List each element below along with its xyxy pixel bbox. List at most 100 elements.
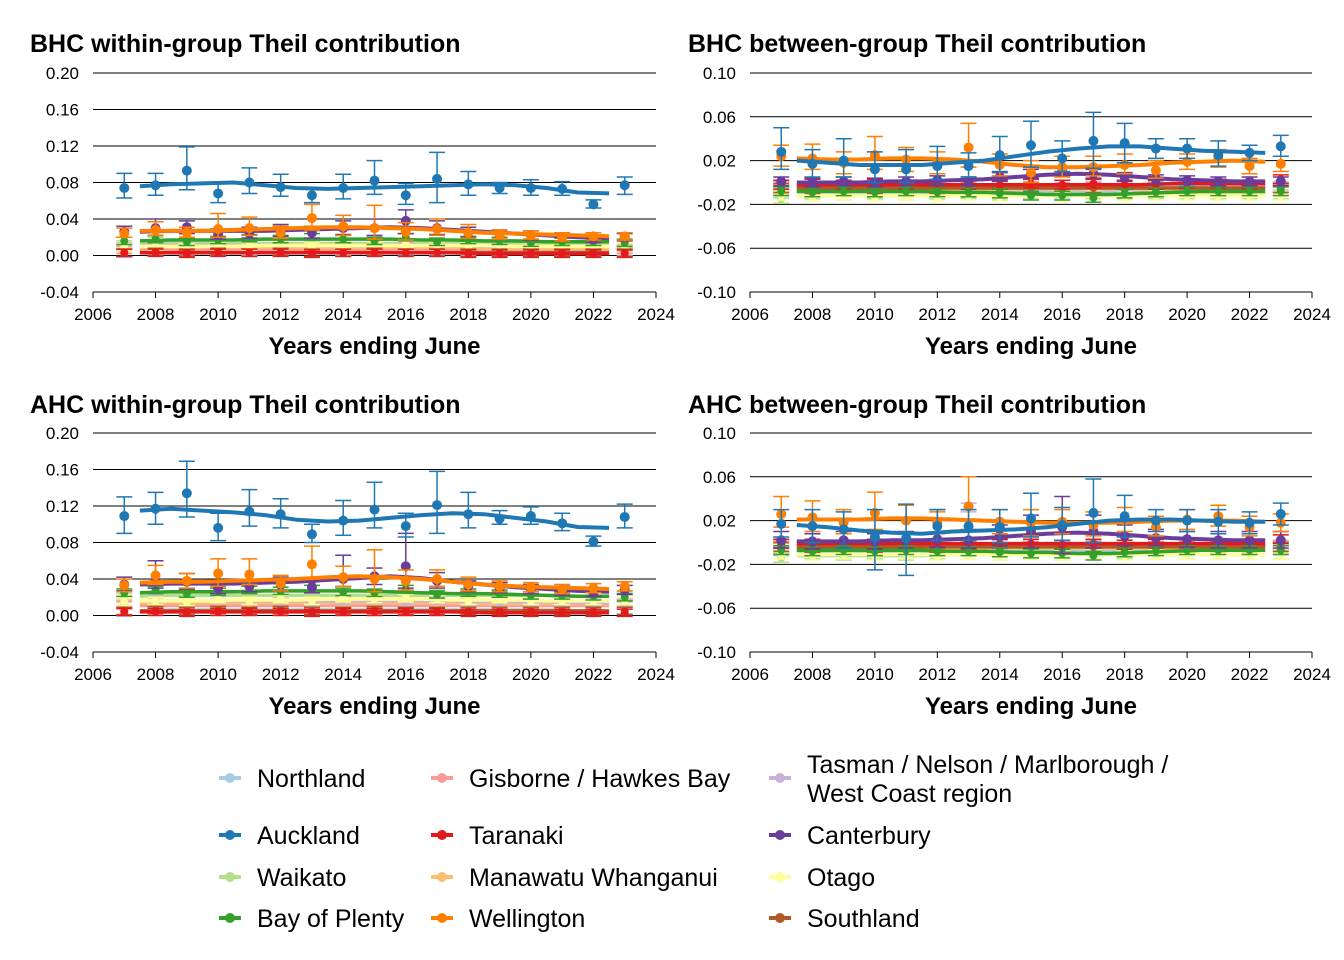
legend-item: Auckland	[219, 822, 360, 850]
legend-key-point	[437, 773, 447, 783]
data-point	[306, 582, 317, 593]
legend-key-point	[437, 872, 447, 882]
data-point	[1182, 515, 1193, 526]
data-point	[464, 596, 473, 605]
legend-key-point	[225, 830, 235, 840]
data-point	[182, 608, 191, 617]
data-point	[1088, 135, 1099, 146]
data-point	[181, 575, 192, 586]
data-point	[1151, 188, 1160, 197]
data-point	[808, 188, 817, 197]
x-tick-label: 2024	[637, 305, 675, 324]
data-point	[588, 231, 599, 242]
data-point	[525, 511, 536, 522]
y-tick-label: 0.08	[46, 534, 79, 553]
y-tick-label: 0.10	[703, 424, 736, 443]
data-point	[182, 237, 191, 246]
x-tick-label: 2016	[1043, 665, 1081, 684]
legend-item: Canterbury	[769, 822, 931, 850]
data-point	[1213, 535, 1224, 546]
data-point	[1182, 175, 1193, 186]
data-point	[1026, 140, 1036, 151]
legend-item: Otago	[769, 864, 875, 892]
data-point	[182, 597, 191, 606]
data-point	[495, 608, 504, 617]
legend-key-point	[775, 872, 785, 882]
legend-label: Manawatu Whanganui	[469, 864, 718, 892]
data-point	[1120, 548, 1129, 557]
data-point	[401, 594, 410, 603]
data-point	[1150, 515, 1161, 526]
data-point	[807, 521, 818, 532]
y-tick-label: -0.06	[697, 599, 736, 618]
panel-title: BHC between-group Theil contribution	[688, 30, 1146, 58]
series-wellington	[116, 203, 633, 243]
data-point	[1119, 511, 1130, 522]
data-point	[1275, 535, 1286, 546]
data-point	[1027, 191, 1035, 200]
data-point	[275, 182, 286, 193]
x-tick-label: 2006	[731, 305, 769, 324]
data-point	[433, 248, 442, 257]
data-point	[214, 595, 223, 604]
data-point	[932, 521, 943, 532]
panel-title: AHC within-group Theil contribution	[30, 391, 460, 419]
data-point	[339, 607, 348, 616]
y-tick-label: -0.02	[697, 195, 736, 214]
data-point	[400, 521, 411, 532]
legend-item: Tasman / Nelson / Marlborough /West Coas…	[769, 751, 1168, 808]
y-tick-label: -0.10	[697, 283, 736, 302]
data-point	[433, 607, 442, 616]
data-point	[495, 249, 504, 258]
data-point	[432, 574, 443, 584]
x-tick-label: 2006	[731, 665, 769, 684]
series-auckland	[773, 111, 1289, 184]
data-point	[777, 187, 786, 196]
data-point	[244, 506, 255, 517]
legend-key-point	[775, 830, 785, 840]
y-tick-label: 0.00	[46, 247, 79, 266]
data-point	[464, 249, 473, 258]
legend-key-point	[437, 913, 447, 923]
data-point	[995, 548, 1004, 557]
x-tick-label: 2012	[262, 305, 300, 324]
data-point	[994, 150, 1005, 161]
data-point	[838, 176, 849, 187]
data-point	[557, 518, 568, 529]
data-point	[620, 608, 629, 617]
data-point	[370, 588, 379, 597]
data-point	[401, 607, 410, 616]
x-tick-label: 2024	[637, 665, 675, 684]
x-tick-label: 2010	[199, 665, 237, 684]
data-point	[120, 248, 129, 257]
data-point	[275, 227, 286, 238]
x-tick-label: 2014	[981, 305, 1019, 324]
x-tick-label: 2008	[794, 665, 832, 684]
data-point	[150, 503, 161, 514]
data-point	[275, 509, 286, 520]
data-point	[1088, 507, 1099, 518]
data-point	[245, 607, 254, 616]
legend-label: Northland	[257, 765, 365, 793]
x-tick-label: 2006	[74, 665, 112, 684]
data-point	[119, 511, 130, 522]
y-tick-label: 0.06	[703, 108, 736, 127]
data-point	[1244, 535, 1255, 546]
data-point	[119, 228, 130, 239]
data-point	[150, 224, 161, 235]
chart-panel-1: BHC within-group Theil contribution -0.04…	[30, 30, 675, 360]
data-point	[620, 249, 629, 258]
data-point	[807, 177, 818, 188]
data-point	[214, 248, 223, 257]
x-tick-label: 2014	[981, 665, 1019, 684]
data-point	[432, 500, 443, 511]
x-tick-label: 2022	[1231, 305, 1269, 324]
x-tick-label: 2022	[575, 665, 613, 684]
data-point	[1213, 176, 1224, 187]
data-point	[432, 224, 443, 235]
x-tick-label: 2010	[199, 305, 237, 324]
data-point	[839, 187, 848, 196]
data-point	[494, 581, 505, 592]
x-tick-label: 2010	[856, 665, 894, 684]
